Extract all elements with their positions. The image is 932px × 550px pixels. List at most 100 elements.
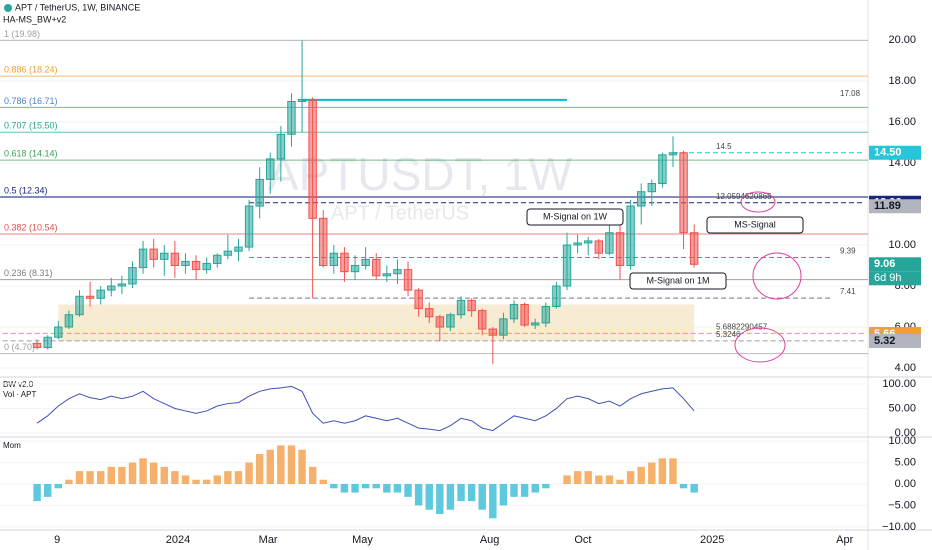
candle-body [43,336,52,349]
price-tag-label: 14.50 [874,147,902,159]
candle-body [170,252,180,267]
candle-body [594,240,604,254]
mom-bar [626,471,635,484]
mom-bar [149,462,158,484]
candle-body [446,314,455,328]
mom-bar [319,479,327,484]
highlight-circle [734,327,786,363]
candle-body [149,248,158,260]
mom-bar [510,484,518,497]
candle-body [287,100,296,135]
candle-body [234,246,243,252]
candle-body [350,265,360,273]
candle-body [478,310,487,330]
fib-label: 0.786 (16.71) [4,96,58,106]
fib-label: 0.5 (12.34) [4,185,48,195]
mom-bar [139,458,147,484]
mom-bar [425,484,433,510]
mom-bar [520,484,529,497]
candle-body [403,269,413,291]
mom-bar [372,484,380,489]
price-tag [869,257,921,272]
candle-body [308,98,317,219]
candle-body [244,205,254,248]
mom-bar [171,471,179,484]
candle-body [276,133,286,160]
level-label: 7.41 [840,287,856,296]
mom-bar [266,449,274,484]
candle-body [573,242,582,246]
candle-body [361,258,370,267]
candle-body [85,295,95,299]
fib-label: 0.886 (18.24) [4,64,58,74]
candle-body [319,217,328,267]
highlight-circle [752,252,802,300]
candle-body [213,254,222,264]
price-tag-label: 9.06 [874,258,895,270]
mom-bar [393,484,402,493]
fib-label: 0.707 (15.50) [4,121,58,131]
candle-body [54,326,63,338]
candle-body [615,232,625,267]
candle-body [531,322,540,326]
candle-body [107,285,116,291]
candle-body [636,191,646,207]
candle-body [520,303,529,326]
mom-bar [224,471,232,484]
y-tick-label: 4.00 [895,362,916,374]
mom-bar [616,479,624,484]
mom-bar [118,466,126,484]
y-tick-label: 0.00 [895,427,916,439]
fib-label: 0 (4.70) [4,342,35,352]
candle-body [552,285,561,308]
candle-body [425,308,434,318]
y-tick-label: 16.00 [888,116,916,128]
mom-bar [383,484,391,493]
mom-bar [330,484,338,489]
mom-bar [298,449,306,484]
candle-body [117,283,127,287]
watermark-sub: APT / TetherUS [331,202,469,224]
zone [58,304,695,341]
candle-body [329,252,339,267]
level-label: 17.08 [840,89,861,98]
mom-bar [86,471,94,484]
mom-bar [202,479,211,484]
fib-label: 0.618 (14.14) [4,149,58,159]
countdown: 6d 9h [874,272,902,284]
mom-bar [255,454,264,484]
callout-box [526,208,624,226]
y-tick-label: 10.00 [888,239,916,251]
mom-bar [478,484,486,510]
mom-bar [446,484,455,510]
candle-body [266,158,275,180]
mom-bar [542,484,550,489]
y-tick-label: 0.00 [895,478,916,490]
mom-bar [33,484,41,502]
y-tick-label: 18.00 [888,75,916,87]
candle-body [414,289,423,310]
callout-text: M-Signal on 1M [646,275,709,285]
x-tick-label: May [352,534,373,546]
mom-bar [467,484,476,502]
mom-bar [637,466,645,484]
callout-box [629,272,727,290]
mom-bar [351,484,359,493]
price-tag [869,333,921,348]
mom-bar [245,462,253,484]
y-tick-label: 5.00 [895,456,916,468]
y-tick-label: 20.00 [888,34,916,46]
mom-bar [489,484,497,519]
price-tag-label: 5.32 [874,335,895,347]
candle-body [541,306,551,324]
candle-body [372,258,381,277]
mom-bar [531,484,539,493]
candle-body [605,232,614,254]
level-label: 5.6882290457 [716,323,768,332]
candle-body [297,98,307,102]
callout-box [706,216,804,234]
fib-label: 1 (19.98) [4,29,40,39]
panel-title: BW v2.0 [3,380,34,389]
mom-bar [690,484,698,493]
